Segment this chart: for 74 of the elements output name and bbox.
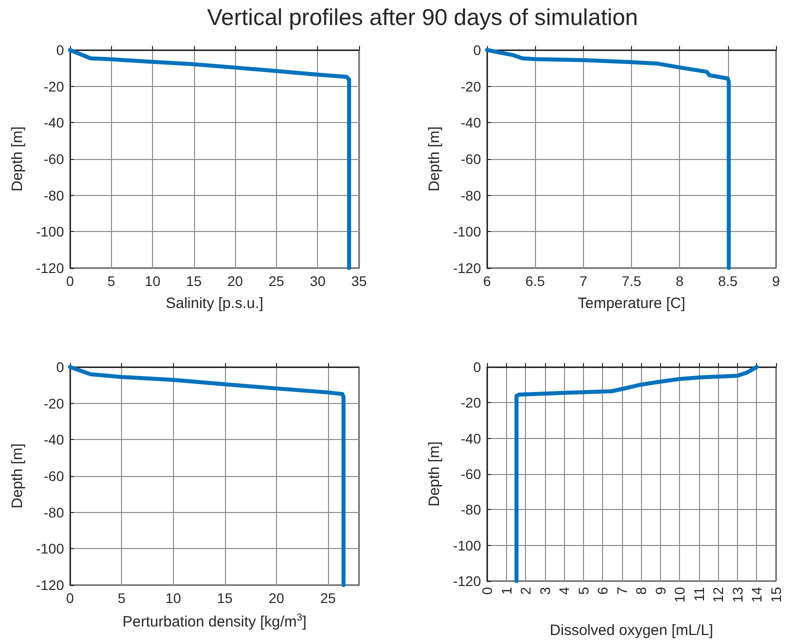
x-tick-label: 0	[479, 586, 495, 595]
y-tick-label: -120	[452, 573, 482, 589]
y-axis-title: Depth [m]	[426, 441, 444, 507]
y-tick-label: 0	[56, 42, 64, 58]
text: Vertical profiles after 90 days of simulation	[206, 4, 639, 31]
x-tick-label: 5	[575, 586, 592, 595]
y-tick-label: -120	[452, 260, 482, 276]
x-tick-label: 6.5	[525, 273, 546, 289]
x-tick-label: 0	[66, 590, 74, 606]
line-series	[514, 365, 759, 583]
x-tick-label: 25	[320, 590, 336, 606]
y-tick-label: -100	[36, 540, 64, 557]
x-tick-label: 7	[614, 586, 630, 595]
x-tick-label: 10	[672, 586, 688, 603]
x-tick-label: 11	[690, 586, 707, 602]
x-axis-title: Salinity [p.s.u.]	[166, 295, 264, 312]
x-tick-label: 6	[594, 586, 611, 595]
x-tick-label: 6	[483, 273, 492, 289]
y-tick-label: -60	[44, 468, 64, 484]
x-tick-label: 2	[518, 586, 534, 595]
x-tick-label: 15	[217, 590, 233, 606]
y-tick-label: -20	[460, 78, 482, 94]
x-tick-label: 10	[144, 273, 161, 289]
x-tick-label: 20	[227, 273, 244, 289]
x-tick-label: 1	[498, 586, 514, 595]
y-tick-label: -60	[460, 466, 482, 482]
x-tick-label: 25	[268, 273, 284, 289]
y-axis-title: Depth [m]	[9, 443, 26, 509]
y-tick-label: -40	[460, 430, 482, 446]
y-axis-title: Depth [m]	[9, 126, 26, 192]
y-tick-label: 0	[473, 42, 482, 58]
x-tick-label: 10	[165, 590, 182, 606]
y-tick-label: -80	[44, 504, 64, 520]
y-tick-label: -100	[452, 224, 482, 240]
y-tick-label: -100	[452, 537, 482, 554]
x-axis-title: Dissolved oxygen [mL/L]	[550, 622, 714, 639]
x-tick-label: 3	[536, 586, 553, 595]
y-tick-label: -100	[36, 224, 64, 240]
x-tick-label: 4	[556, 586, 572, 595]
x-tick-label: 13	[729, 586, 746, 603]
x-tick-label: 14	[748, 586, 765, 603]
y-tick-label: -40	[460, 114, 482, 131]
x-tick-label: 9	[652, 586, 668, 595]
x-tick-label: 9	[772, 273, 780, 289]
y-tick-label: -60	[460, 151, 482, 167]
y-tick-label: -20	[460, 394, 482, 411]
y-tick-label: -40	[44, 432, 64, 448]
x-tick-label: 8	[633, 586, 650, 595]
y-tick-label: -40	[44, 114, 64, 131]
y-tick-label: 0	[56, 359, 64, 375]
x-tick-label: 35	[351, 273, 367, 289]
x-tick-label: 0	[66, 273, 74, 289]
y-tick-label: -120	[36, 577, 64, 593]
x-tick-label: 5	[118, 590, 126, 606]
x-tick-label: 20	[268, 590, 284, 606]
y-tick-label: -80	[460, 187, 482, 204]
x-tick-label: 30	[310, 273, 326, 289]
x-tick-label: 7	[579, 273, 588, 289]
y-axis-title: Depth [m]	[426, 126, 444, 192]
y-tick-label: 0	[473, 359, 482, 375]
y-tick-label: -60	[44, 151, 64, 167]
x-tick-label: 8	[676, 273, 684, 289]
x-tick-label: 15	[186, 273, 202, 289]
x-tick-label: 12	[710, 586, 726, 603]
x-axis-title: Temperature [C]	[578, 295, 686, 312]
y-tick-label: -20	[44, 78, 64, 94]
x-tick-label: 15	[768, 586, 784, 603]
y-tick-label: -80	[460, 502, 482, 518]
y-tick-label: -120	[36, 260, 64, 276]
x-tick-label: 7.5	[622, 273, 642, 289]
x-tick-label: 8.5	[718, 273, 738, 289]
y-tick-label: -20	[44, 395, 64, 412]
y-tick-label: -80	[44, 187, 64, 204]
x-tick-label: 5	[107, 273, 116, 289]
